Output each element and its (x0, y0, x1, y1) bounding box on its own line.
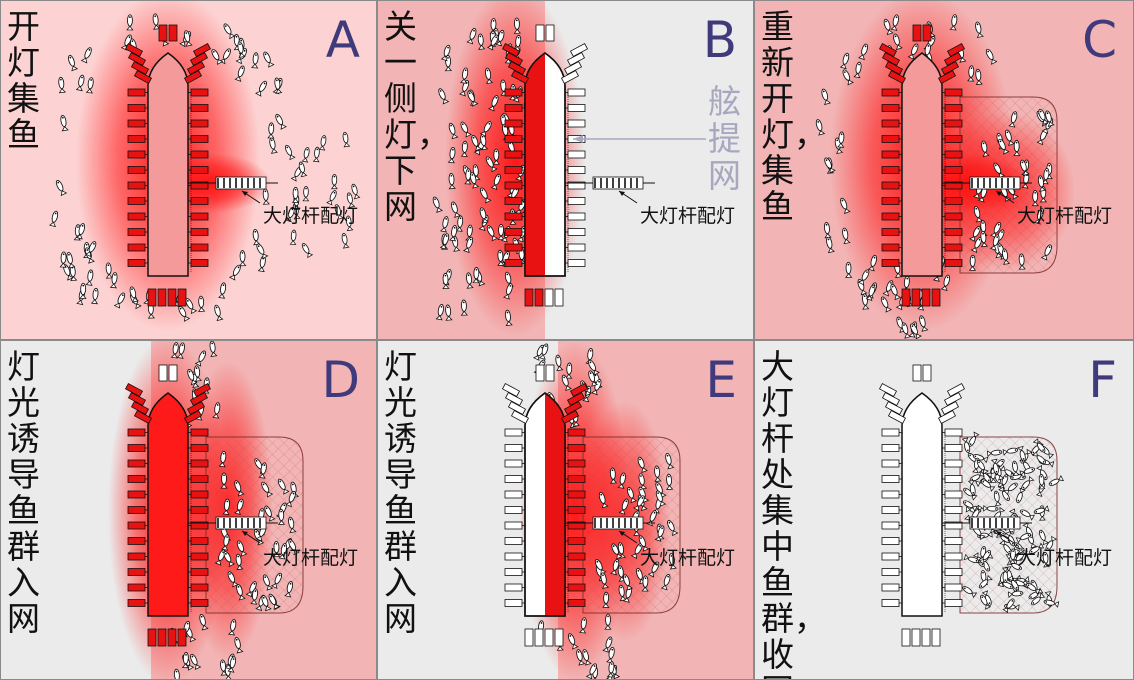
panel-c-letter: C (1082, 11, 1117, 69)
panel-e-letter: E (705, 351, 737, 409)
panel-e-caption: 灯光诱导鱼群入网 (384, 347, 417, 638)
panel-c-scene (815, 1, 1075, 339)
panel-a-scene (48, 1, 361, 331)
panel-f-scene (878, 364, 1064, 647)
panel-e-scene (501, 341, 753, 679)
net-label: 舷提网 (708, 82, 741, 195)
panel-a-letter: A (325, 11, 360, 69)
panel-a-caption: 开灯集鱼 (7, 7, 40, 154)
panel-e: 灯光诱导鱼群入网 E 大灯杆配灯 (377, 340, 754, 680)
panel-d: 灯光诱导鱼群入网 D 大灯杆配灯 (0, 340, 377, 680)
panel-f-caption: 大灯杆处集中鱼群，收网 (761, 347, 827, 680)
panel-d-scene (108, 341, 376, 679)
panel-b-letter: B (702, 11, 737, 69)
panel-b-caption: 关一侧灯，下网 (384, 7, 450, 226)
panel-d-caption: 灯光诱导鱼群入网 (7, 347, 40, 638)
panel-b-callout: 大灯杆配灯 (640, 205, 736, 227)
panel-e-callout: 大灯杆配灯 (640, 547, 736, 569)
panel-f: 大灯杆处集中鱼群，收网 F 大灯杆配灯 (754, 340, 1134, 680)
panel-f-letter: F (1088, 351, 1117, 409)
panel-c-caption: 重新开灯，集鱼 (761, 7, 827, 226)
panel-c: 重新开灯，集鱼 C 大灯杆配灯 (754, 0, 1134, 340)
panel-d-callout: 大灯杆配灯 (263, 547, 359, 569)
panel-c-callout: 大灯杆配灯 (1017, 205, 1113, 227)
panel-f-callout: 大灯杆配灯 (1017, 547, 1113, 569)
panel-a-callout: 大灯杆配灯 (263, 205, 359, 227)
panel-d-letter: D (321, 351, 360, 409)
panel-b-scene (378, 1, 706, 339)
panel-a: 开灯集鱼 A 大灯杆配灯 (0, 0, 377, 340)
panel-b: 关一侧灯，下网 B 舷提网 大灯杆配灯 (377, 0, 754, 340)
